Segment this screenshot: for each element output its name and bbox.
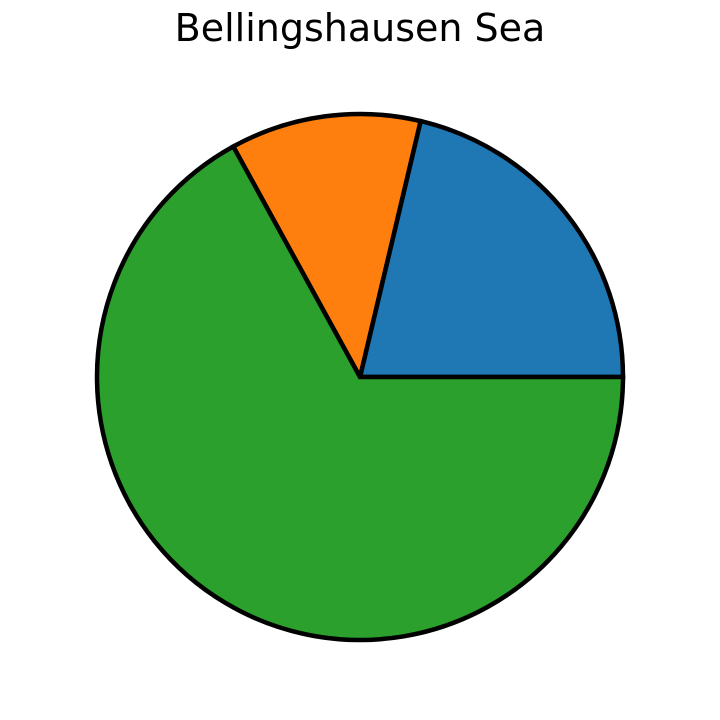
pie-slice-1 (357, 118, 626, 380)
pie-slices (94, 111, 626, 643)
pie-slice-2 (230, 111, 424, 384)
chart-title: Bellingshausen Sea (174, 6, 546, 50)
pie-slice-3 (94, 143, 626, 643)
